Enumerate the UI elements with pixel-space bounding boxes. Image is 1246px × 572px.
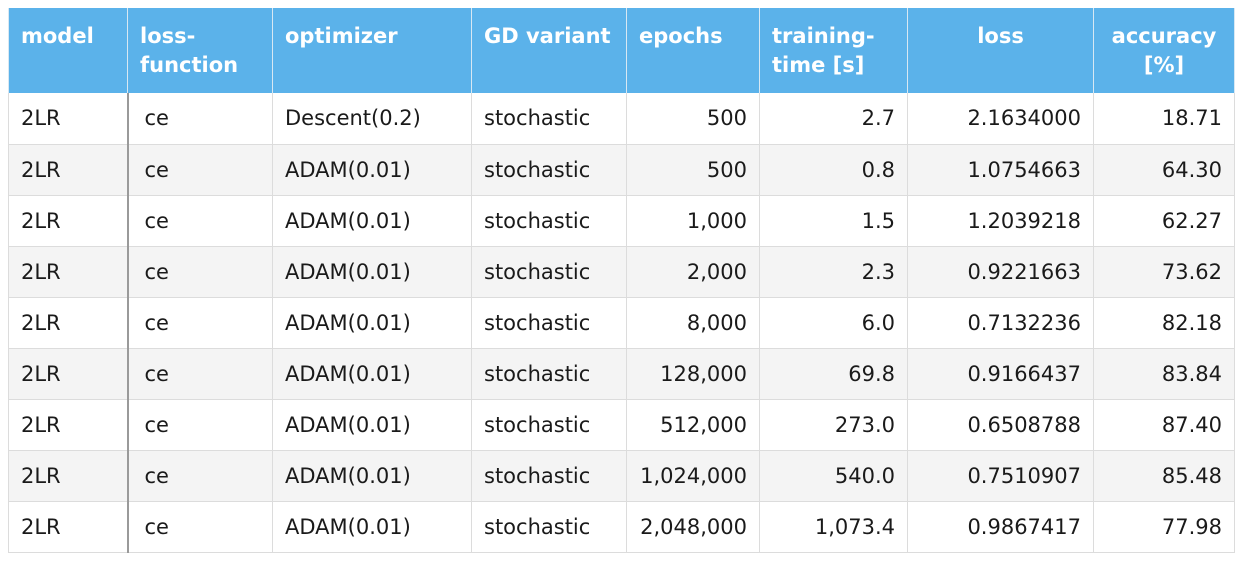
cell-accuracy: 87.40 — [1093, 399, 1235, 451]
cell-model: 2LR — [8, 501, 128, 553]
cell-loss: 0.7510907 — [907, 450, 1094, 502]
cell-training-time: 2.3 — [759, 246, 908, 298]
cell-loss-function: ce — [126, 195, 273, 247]
cell-loss: 0.9867417 — [907, 501, 1094, 553]
cell-epochs: 2,000 — [626, 246, 760, 298]
cell-optimizer: ADAM(0.01) — [272, 144, 472, 196]
cell-gd-variant: stochastic — [471, 195, 627, 247]
cell-loss: 0.7132236 — [907, 297, 1094, 349]
cell-optimizer: ADAM(0.01) — [272, 501, 472, 553]
header-accuracy: accuracy [%] — [1093, 8, 1235, 93]
cell-training-time: 273.0 — [759, 399, 908, 451]
cell-model: 2LR — [8, 297, 128, 349]
cell-epochs: 1,000 — [626, 195, 760, 247]
cell-gd-variant: stochastic — [471, 348, 627, 400]
cell-loss-function: ce — [126, 144, 273, 196]
cell-loss: 1.2039218 — [907, 195, 1094, 247]
cell-training-time: 2.7 — [759, 93, 908, 145]
cell-loss: 0.9166437 — [907, 348, 1094, 400]
cell-epochs: 500 — [626, 93, 760, 145]
header-row: model loss- function optimizer GD varian… — [8, 8, 1235, 93]
cell-gd-variant: stochastic — [471, 297, 627, 349]
cell-model: 2LR — [8, 246, 128, 298]
table-header: model loss- function optimizer GD varian… — [8, 8, 1235, 93]
cell-epochs: 8,000 — [626, 297, 760, 349]
results-table-container: model loss- function optimizer GD varian… — [8, 8, 1235, 553]
cell-optimizer: Descent(0.2) — [272, 93, 472, 145]
cell-optimizer: ADAM(0.01) — [272, 399, 472, 451]
cell-optimizer: ADAM(0.01) — [272, 450, 472, 502]
header-loss: loss — [907, 8, 1094, 93]
cell-accuracy: 83.84 — [1093, 348, 1235, 400]
cell-model: 2LR — [8, 348, 128, 400]
cell-loss: 2.1634000 — [907, 93, 1094, 145]
cell-training-time: 540.0 — [759, 450, 908, 502]
cell-loss-function: ce — [126, 93, 273, 145]
cell-loss: 0.6508788 — [907, 399, 1094, 451]
table-row: 2LR ce ADAM(0.01) stochastic 1,024,000 540.0 0… — [8, 450, 1235, 502]
cell-training-time: 0.8 — [759, 144, 908, 196]
cell-gd-variant: stochastic — [471, 144, 627, 196]
cell-accuracy: 18.71 — [1093, 93, 1235, 145]
cell-loss-function: ce — [126, 348, 273, 400]
cell-loss-function: ce — [126, 399, 273, 451]
table-row: 2LR ce ADAM(0.01) stochastic 512,000 273.0 0.6… — [8, 399, 1235, 451]
table-row: 2LR ce ADAM(0.01) stochastic 2,048,000 1,073.… — [8, 501, 1235, 553]
cell-loss-function: ce — [126, 246, 273, 298]
cell-epochs: 2,048,000 — [626, 501, 760, 553]
cell-gd-variant: stochastic — [471, 399, 627, 451]
table-body: 2LR ce Descent(0.2) stochastic 500 2.7 2.16340… — [8, 93, 1235, 553]
cell-model: 2LR — [8, 195, 128, 247]
cell-training-time: 1.5 — [759, 195, 908, 247]
cell-epochs: 500 — [626, 144, 760, 196]
cell-loss-function: ce — [126, 450, 273, 502]
cell-gd-variant: stochastic — [471, 93, 627, 145]
cell-gd-variant: stochastic — [471, 501, 627, 553]
cell-model: 2LR — [8, 399, 128, 451]
table-row: 2LR ce ADAM(0.01) stochastic 500 0.8 1.0754663… — [8, 144, 1235, 196]
cell-training-time: 6.0 — [759, 297, 908, 349]
cell-training-time: 1,073.4 — [759, 501, 908, 553]
header-loss-function: loss- function — [127, 8, 273, 93]
cell-model: 2LR — [8, 450, 128, 502]
cell-loss: 0.9221663 — [907, 246, 1094, 298]
header-model: model — [8, 8, 128, 93]
table-row: 2LR ce ADAM(0.01) stochastic 128,000 69.8 0.91… — [8, 348, 1235, 400]
cell-model: 2LR — [8, 144, 128, 196]
header-training-time: training- time [s] — [759, 8, 908, 93]
table-row: 2LR ce ADAM(0.01) stochastic 1,000 1.5 1.20392… — [8, 195, 1235, 247]
cell-epochs: 512,000 — [626, 399, 760, 451]
cell-optimizer: ADAM(0.01) — [272, 195, 472, 247]
cell-accuracy: 73.62 — [1093, 246, 1235, 298]
header-epochs: epochs — [626, 8, 760, 93]
cell-accuracy: 62.27 — [1093, 195, 1235, 247]
cell-epochs: 1,024,000 — [626, 450, 760, 502]
cell-accuracy: 64.30 — [1093, 144, 1235, 196]
results-table: model loss- function optimizer GD varian… — [8, 8, 1235, 553]
cell-accuracy: 77.98 — [1093, 501, 1235, 553]
cell-optimizer: ADAM(0.01) — [272, 348, 472, 400]
cell-optimizer: ADAM(0.01) — [272, 246, 472, 298]
cell-accuracy: 85.48 — [1093, 450, 1235, 502]
cell-training-time: 69.8 — [759, 348, 908, 400]
cell-loss-function: ce — [126, 501, 273, 553]
header-gd-variant: GD variant — [471, 8, 627, 93]
cell-optimizer: ADAM(0.01) — [272, 297, 472, 349]
cell-epochs: 128,000 — [626, 348, 760, 400]
cell-loss-function: ce — [126, 297, 273, 349]
table-row: 2LR ce Descent(0.2) stochastic 500 2.7 2.16340… — [8, 93, 1235, 145]
cell-gd-variant: stochastic — [471, 246, 627, 298]
table-row: 2LR ce ADAM(0.01) stochastic 8,000 6.0 0.71322… — [8, 297, 1235, 349]
cell-accuracy: 82.18 — [1093, 297, 1235, 349]
cell-model: 2LR — [8, 93, 128, 145]
header-optimizer: optimizer — [272, 8, 472, 93]
table-row: 2LR ce ADAM(0.01) stochastic 2,000 2.3 0.92216… — [8, 246, 1235, 298]
cell-loss: 1.0754663 — [907, 144, 1094, 196]
cell-gd-variant: stochastic — [471, 450, 627, 502]
